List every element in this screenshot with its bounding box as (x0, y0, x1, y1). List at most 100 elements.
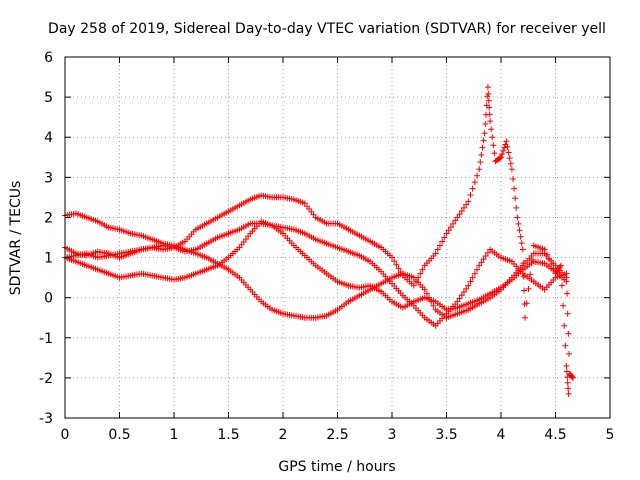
data-point (474, 172, 481, 179)
data-point (389, 254, 395, 261)
data-point (512, 195, 519, 202)
data-point (521, 314, 528, 321)
data-point (454, 298, 461, 305)
series-track-d (62, 84, 572, 397)
data-point (478, 259, 485, 266)
x-tick-label: 5 (606, 427, 615, 443)
data-point (419, 266, 426, 273)
data-point (456, 295, 463, 302)
data-point (487, 118, 494, 125)
data-point (395, 265, 402, 272)
data-point (397, 268, 404, 275)
data-point (484, 84, 491, 91)
data-point (515, 220, 522, 227)
data-point (507, 160, 514, 167)
data-point (527, 271, 534, 278)
data-point (521, 287, 528, 294)
data-point (562, 342, 569, 349)
data-point (441, 234, 448, 241)
ticks-layer: 0 0.5 1 1.5 2 2.5 3 3.5 4 4.5 5 -3 -2 -1 0 1 2 3 4 5 6 (39, 50, 614, 443)
data-point (412, 278, 419, 285)
y-tick-label: 5 (44, 90, 53, 106)
data-point (508, 166, 515, 173)
data-point (569, 374, 576, 381)
data-point (499, 151, 506, 158)
data-point (489, 134, 496, 141)
data-point (458, 292, 465, 299)
data-point (469, 274, 476, 281)
data-point (564, 379, 571, 386)
data-point (543, 251, 550, 258)
data-point (550, 265, 557, 272)
data-point (421, 286, 428, 293)
data-point (393, 261, 400, 268)
x-tick-label: 2 (279, 427, 288, 443)
data-point (565, 385, 572, 392)
data-point (465, 282, 472, 289)
data-point (518, 240, 525, 247)
y-axis-label: SDTVAR / TECUs (8, 181, 24, 296)
data-point (503, 138, 510, 145)
data-point (445, 227, 452, 234)
points-layer (62, 84, 576, 397)
data-point (548, 260, 555, 267)
data-point (560, 302, 567, 309)
chart-title: Day 258 of 2019, Sidereal Day-to-day VTE… (48, 21, 606, 37)
data-point (506, 155, 513, 162)
data-point (460, 204, 467, 211)
y-tick-label: 6 (44, 50, 53, 66)
data-point (488, 126, 495, 133)
y-tick-label: 2 (44, 210, 53, 226)
data-point (454, 214, 461, 221)
data-point (456, 211, 463, 218)
data-point (476, 166, 483, 173)
data-point (477, 159, 484, 166)
data-point (541, 246, 548, 253)
data-point (479, 144, 486, 151)
data-point (491, 150, 498, 157)
data-point (509, 175, 516, 182)
x-tick-label: 1 (170, 427, 179, 443)
data-point (525, 285, 532, 292)
y-tick-label: 1 (44, 251, 53, 267)
y-tick-label: -1 (39, 331, 53, 347)
data-point (439, 238, 446, 245)
data-point (481, 130, 488, 137)
x-tick-label: 0.5 (108, 427, 130, 443)
data-point (545, 256, 552, 263)
x-tick-label: 3.5 (435, 427, 457, 443)
data-point (501, 144, 508, 151)
data-point (566, 350, 573, 357)
data-point (458, 208, 465, 215)
x-tick-label: 4 (497, 427, 506, 443)
x-axis-label: GPS time / hours (278, 459, 395, 475)
data-point (432, 250, 439, 257)
data-point (564, 310, 571, 317)
x-tick-label: 4.5 (544, 427, 566, 443)
data-point (391, 258, 398, 265)
grid-layer (65, 57, 610, 418)
data-point (485, 90, 492, 97)
data-point (471, 270, 478, 277)
data-point (450, 220, 457, 227)
data-point (465, 198, 472, 205)
x-tick-label: 1.5 (217, 427, 239, 443)
data-point (513, 204, 520, 211)
data-point (504, 143, 511, 150)
data-point (463, 201, 470, 208)
data-point (569, 374, 576, 381)
data-point (563, 362, 570, 369)
data-point (511, 185, 518, 192)
data-point (516, 227, 523, 234)
data-point (474, 266, 481, 273)
data-point (563, 270, 570, 277)
data-point (561, 322, 568, 329)
data-point (486, 111, 493, 118)
data-point (565, 390, 572, 397)
y-tick-label: 3 (44, 170, 53, 186)
data-point (482, 252, 489, 259)
data-point (480, 137, 487, 144)
data-point (469, 185, 476, 192)
x-tick-label: 2.5 (326, 427, 348, 443)
data-point (563, 368, 570, 375)
